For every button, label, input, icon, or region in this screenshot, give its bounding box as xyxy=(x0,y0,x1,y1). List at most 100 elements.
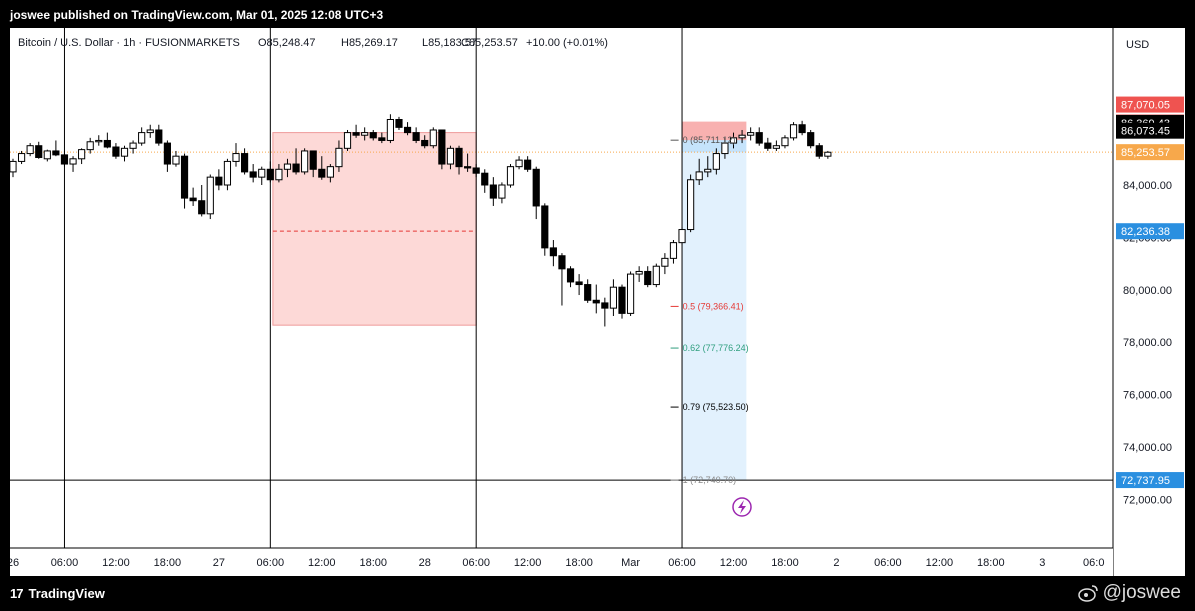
candle-body xyxy=(163,142,171,165)
candle xyxy=(266,161,274,183)
candle xyxy=(584,279,592,303)
candle xyxy=(189,187,197,206)
price-tag-label: 72,737.95 xyxy=(1121,475,1170,487)
candle xyxy=(524,156,532,172)
chart-canvas[interactable]: 0 (85,711.12) 0.5 (79,366.41) 0.62 (77,776… xyxy=(10,28,1185,576)
time-tick-label: 27 xyxy=(213,557,225,569)
candle-body xyxy=(541,205,549,249)
chart-frame[interactable]: 0 (85,711.12) 0.5 (79,366.41) 0.62 (77,776… xyxy=(10,28,1185,576)
candle-body xyxy=(524,159,532,170)
candle xyxy=(558,253,566,306)
candle-body xyxy=(78,149,86,160)
candle-body xyxy=(455,147,463,168)
candle-body xyxy=(807,132,815,147)
time-tick-label: 06:00 xyxy=(51,557,79,569)
time-tick-label: 12:00 xyxy=(102,557,130,569)
time-tick-label: 18:00 xyxy=(771,557,799,569)
candle xyxy=(326,164,334,183)
candle-body xyxy=(772,145,780,149)
candle-body xyxy=(652,265,660,286)
lightning-icon[interactable] xyxy=(732,497,752,517)
candle xyxy=(429,127,437,149)
candle xyxy=(395,116,403,130)
candle xyxy=(206,174,214,220)
currency-label[interactable]: USD xyxy=(1126,39,1149,51)
price-tag xyxy=(1116,223,1184,240)
candle-body xyxy=(129,142,137,149)
price-axis[interactable]: 84,000.0082,000.0080,000.0078,000.0076,0… xyxy=(1112,28,1185,576)
candle xyxy=(455,145,463,175)
candle-body xyxy=(575,281,583,286)
candle xyxy=(618,284,626,319)
candle-body xyxy=(52,150,60,156)
candle-body xyxy=(146,129,154,134)
candle-body xyxy=(712,153,720,170)
candle xyxy=(798,120,806,136)
time-tick-label: 26 xyxy=(10,557,19,569)
candle xyxy=(241,148,249,175)
candle-body xyxy=(815,145,823,157)
candle xyxy=(361,127,369,141)
candle xyxy=(592,284,600,314)
price-tick-label: 84,000.00 xyxy=(1123,180,1172,192)
candle-body xyxy=(343,132,352,149)
fib-levels: 0 (85,711.12) 0.5 (79,366.41) 0.62 (77,776… xyxy=(670,135,749,485)
fib-level-label: 0.5 (79,366.41) xyxy=(683,301,744,311)
candle xyxy=(180,153,189,209)
candle xyxy=(712,148,720,175)
candle-body xyxy=(704,168,712,173)
candle xyxy=(17,150,26,165)
candle-body xyxy=(506,166,515,186)
candle-body xyxy=(592,299,600,304)
candle-body xyxy=(635,270,643,275)
candle-body xyxy=(95,139,103,143)
candle-body xyxy=(755,132,763,144)
time-tick-label: 18:00 xyxy=(565,557,593,569)
candle-body xyxy=(352,132,360,136)
candle xyxy=(644,266,652,288)
candle-body xyxy=(275,168,283,181)
candle xyxy=(669,240,678,264)
candle xyxy=(198,185,206,217)
candle xyxy=(755,127,763,146)
candle xyxy=(506,164,515,188)
candle xyxy=(223,158,232,191)
candle xyxy=(292,148,300,175)
candle xyxy=(481,169,489,193)
candle xyxy=(283,158,292,178)
candle xyxy=(275,164,283,183)
candle xyxy=(301,148,309,175)
candle-body xyxy=(361,132,369,136)
vertical-lines xyxy=(10,28,1113,548)
candle-body xyxy=(421,139,429,147)
candle xyxy=(729,132,738,149)
candle-body xyxy=(412,132,420,141)
candle-body xyxy=(661,257,669,267)
chart-title: Bitcoin / U.S. Dollar · 1h · FUSIONMARKE… xyxy=(18,37,240,49)
time-tick-label: 12:00 xyxy=(514,557,542,569)
candle xyxy=(566,266,575,288)
candle-body xyxy=(215,176,223,186)
time-axis[interactable]: 26 06:00 12:00 18:00 27 06:00 12:00 18:00 28 06:0… xyxy=(10,547,1113,576)
candle-body xyxy=(301,150,309,173)
time-tick-label: 18:00 xyxy=(359,557,387,569)
candle xyxy=(309,150,317,178)
candle-body xyxy=(120,147,129,157)
candle xyxy=(489,177,497,206)
watermark: @joswee xyxy=(1077,582,1181,604)
candle-body xyxy=(60,154,69,165)
candle-body xyxy=(721,142,729,155)
candle xyxy=(704,156,712,178)
time-tick-label: 12:00 xyxy=(308,557,336,569)
candle-body xyxy=(283,163,292,170)
candle-body xyxy=(172,155,180,165)
candle xyxy=(781,135,789,149)
candle-body xyxy=(266,168,274,181)
candle-body xyxy=(155,129,163,144)
tradingview-mark-icon: 17 xyxy=(10,586,24,601)
fib-level-label: 0 (85,711.12) xyxy=(683,135,736,145)
candle xyxy=(369,129,377,141)
candle xyxy=(815,143,823,159)
tradingview-logo[interactable]: 17 TradingView xyxy=(10,586,105,601)
candles xyxy=(10,114,832,327)
